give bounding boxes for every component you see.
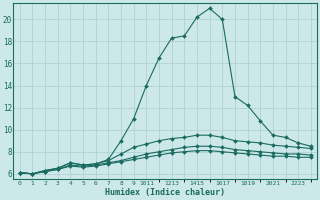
X-axis label: Humidex (Indice chaleur): Humidex (Indice chaleur)	[105, 188, 225, 197]
